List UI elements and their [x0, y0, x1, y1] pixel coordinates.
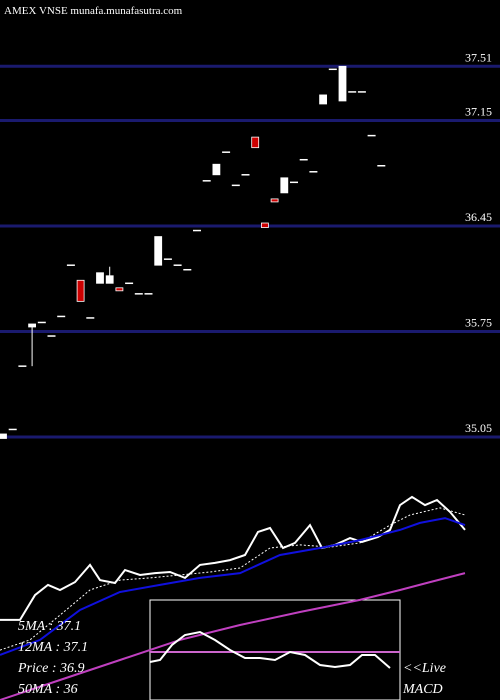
- line-series: [0, 572, 466, 700]
- line-series: [0, 495, 466, 621]
- line-series: [0, 517, 466, 656]
- line-series: [149, 630, 391, 669]
- annotation: <<Live: [403, 661, 446, 676]
- y-tick-label: 36.45: [465, 210, 492, 224]
- line-series: [0, 507, 466, 651]
- y-tick-label: 35.05: [465, 421, 492, 435]
- chart-title: AMEX VNSE munafa.munafasutra.com: [4, 5, 183, 17]
- candle-body: [115, 287, 124, 292]
- annotation: MACD: [402, 682, 443, 697]
- y-tick-label: 37.51: [465, 50, 492, 64]
- legend-entry: 12MA : 37.1: [18, 640, 88, 655]
- candle-body: [270, 198, 279, 203]
- y-tick-label: 37.15: [465, 105, 492, 119]
- candle-body: [319, 94, 328, 105]
- candle-body: [105, 275, 114, 284]
- legend-entry: 5MA : 37.1: [18, 619, 81, 634]
- candle-body: [154, 236, 163, 266]
- y-tick-label: 35.75: [465, 316, 492, 330]
- candle-body: [280, 177, 289, 194]
- candle-body: [212, 163, 221, 176]
- legend-entry: Price : 36.9: [17, 661, 84, 676]
- candle-body: [0, 433, 7, 439]
- legend-entry: 50MA : 36: [18, 682, 78, 697]
- candle-body: [251, 136, 260, 149]
- candle-body: [76, 279, 85, 302]
- candle-body: [28, 323, 37, 328]
- candle-body: [260, 222, 269, 228]
- candle-body: [338, 65, 347, 102]
- candle-body: [96, 272, 104, 284]
